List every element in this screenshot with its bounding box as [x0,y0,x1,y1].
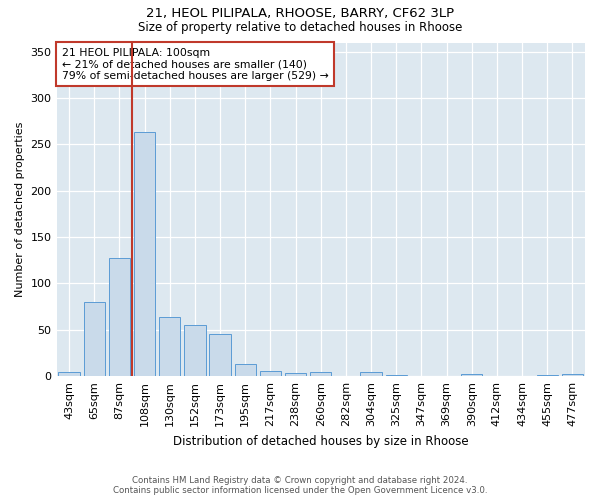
Bar [184,325,206,376]
Bar [285,374,307,376]
X-axis label: Distribution of detached houses by size in Rhoose: Distribution of detached houses by size … [173,434,469,448]
Y-axis label: Number of detached properties: Number of detached properties [15,122,25,297]
Bar [209,334,231,376]
Bar [310,372,331,376]
Bar [260,370,281,376]
Text: 21 HEOL PILIPALA: 100sqm
← 21% of detached houses are smaller (140)
79% of semi-: 21 HEOL PILIPALA: 100sqm ← 21% of detach… [62,48,329,80]
Bar [58,372,80,376]
Bar [83,302,105,376]
Bar [134,132,155,376]
Text: 21, HEOL PILIPALA, RHOOSE, BARRY, CF62 3LP: 21, HEOL PILIPALA, RHOOSE, BARRY, CF62 3… [146,8,454,20]
Text: Contains HM Land Registry data © Crown copyright and database right 2024.
Contai: Contains HM Land Registry data © Crown c… [113,476,487,495]
Bar [461,374,482,376]
Bar [562,374,583,376]
Bar [109,258,130,376]
Bar [159,317,181,376]
Bar [361,372,382,376]
Text: Size of property relative to detached houses in Rhoose: Size of property relative to detached ho… [138,21,462,34]
Bar [235,364,256,376]
